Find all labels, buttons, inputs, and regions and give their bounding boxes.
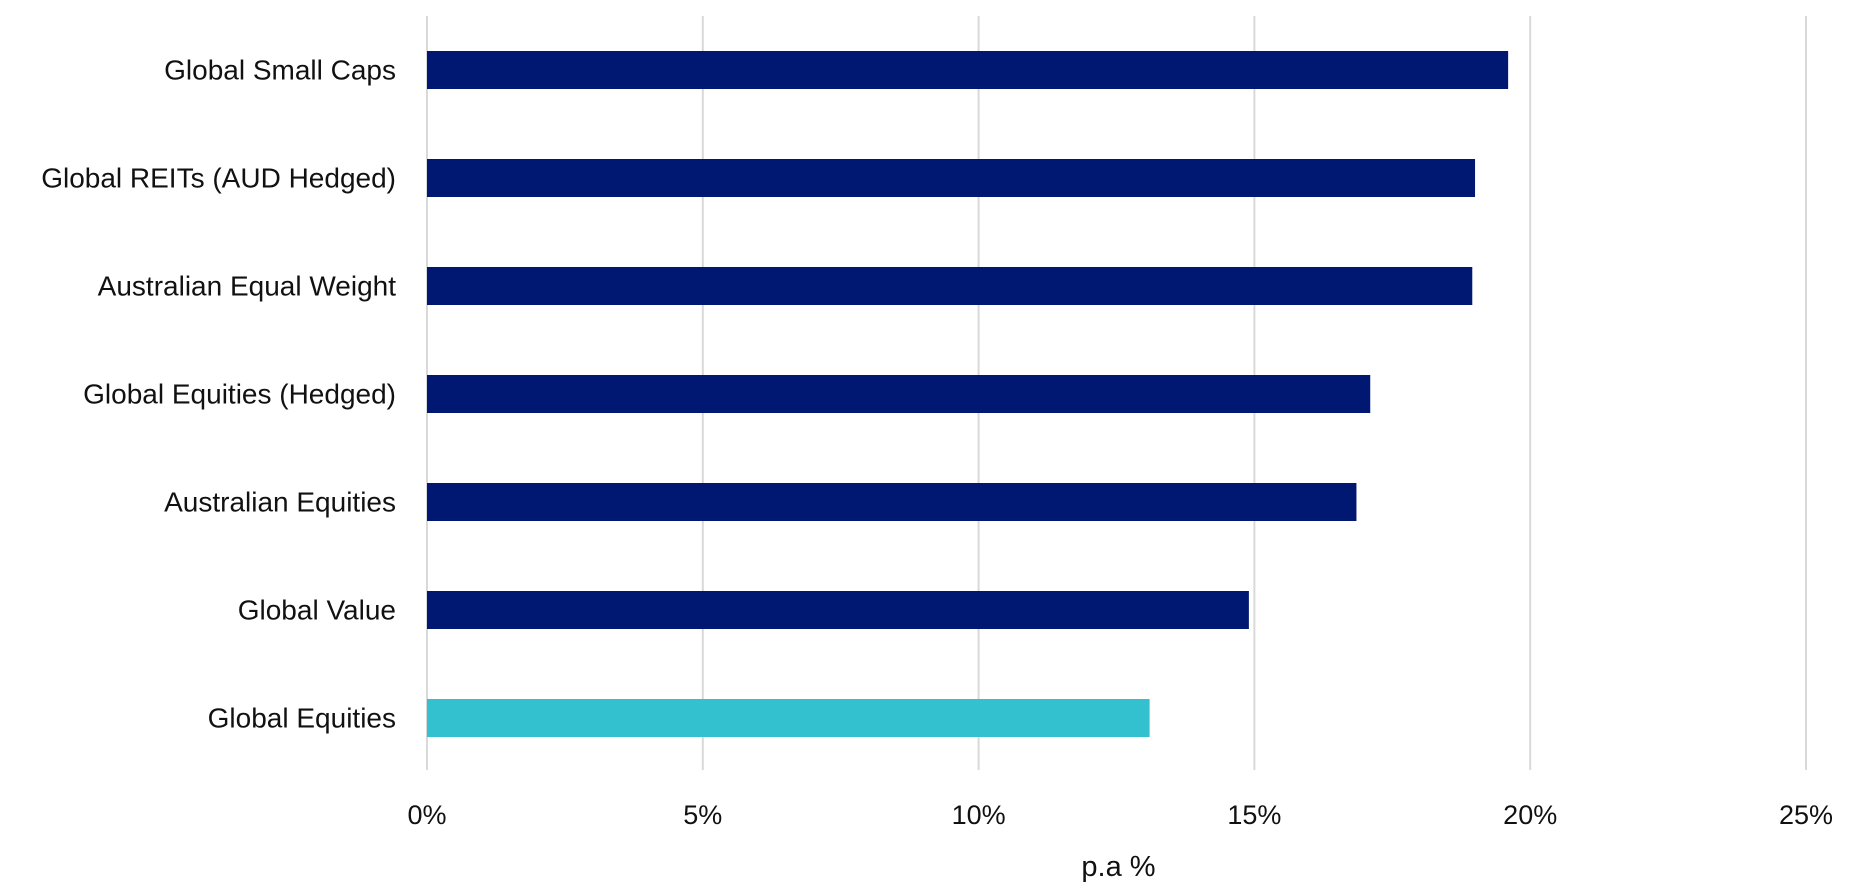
category-labels: Global Small Caps Global REITs (AUD Hedge…: [41, 55, 396, 734]
bar: [427, 375, 1371, 413]
bar: [427, 483, 1357, 521]
category-label: Australian Equal Weight: [98, 271, 397, 302]
category-label: Global Equities (Hedged): [83, 379, 396, 410]
x-tick-label: 10%: [952, 800, 1006, 830]
x-tick-label: 25%: [1779, 800, 1833, 830]
category-label: Global Equities: [208, 703, 396, 734]
x-tick-label: 0%: [407, 800, 446, 830]
x-axis-title: p.a %: [1081, 851, 1155, 883]
category-label: Australian Equities: [164, 487, 396, 518]
bar: [427, 267, 1473, 305]
x-tick-label: 5%: [683, 800, 722, 830]
x-tick-label: 20%: [1503, 800, 1557, 830]
bar: [427, 51, 1509, 89]
category-label: Global Small Caps: [164, 55, 396, 86]
bar: [427, 159, 1476, 197]
x-tick-label: 15%: [1227, 800, 1281, 830]
category-label: Global Value: [238, 595, 396, 626]
bar-layer: [427, 51, 1509, 737]
x-tick-labels: 0% 5% 10% 15% 20% 25%: [407, 800, 1833, 830]
category-label: Global REITs (AUD Hedged): [41, 163, 396, 194]
bar: [427, 591, 1249, 629]
bar: [427, 699, 1150, 737]
